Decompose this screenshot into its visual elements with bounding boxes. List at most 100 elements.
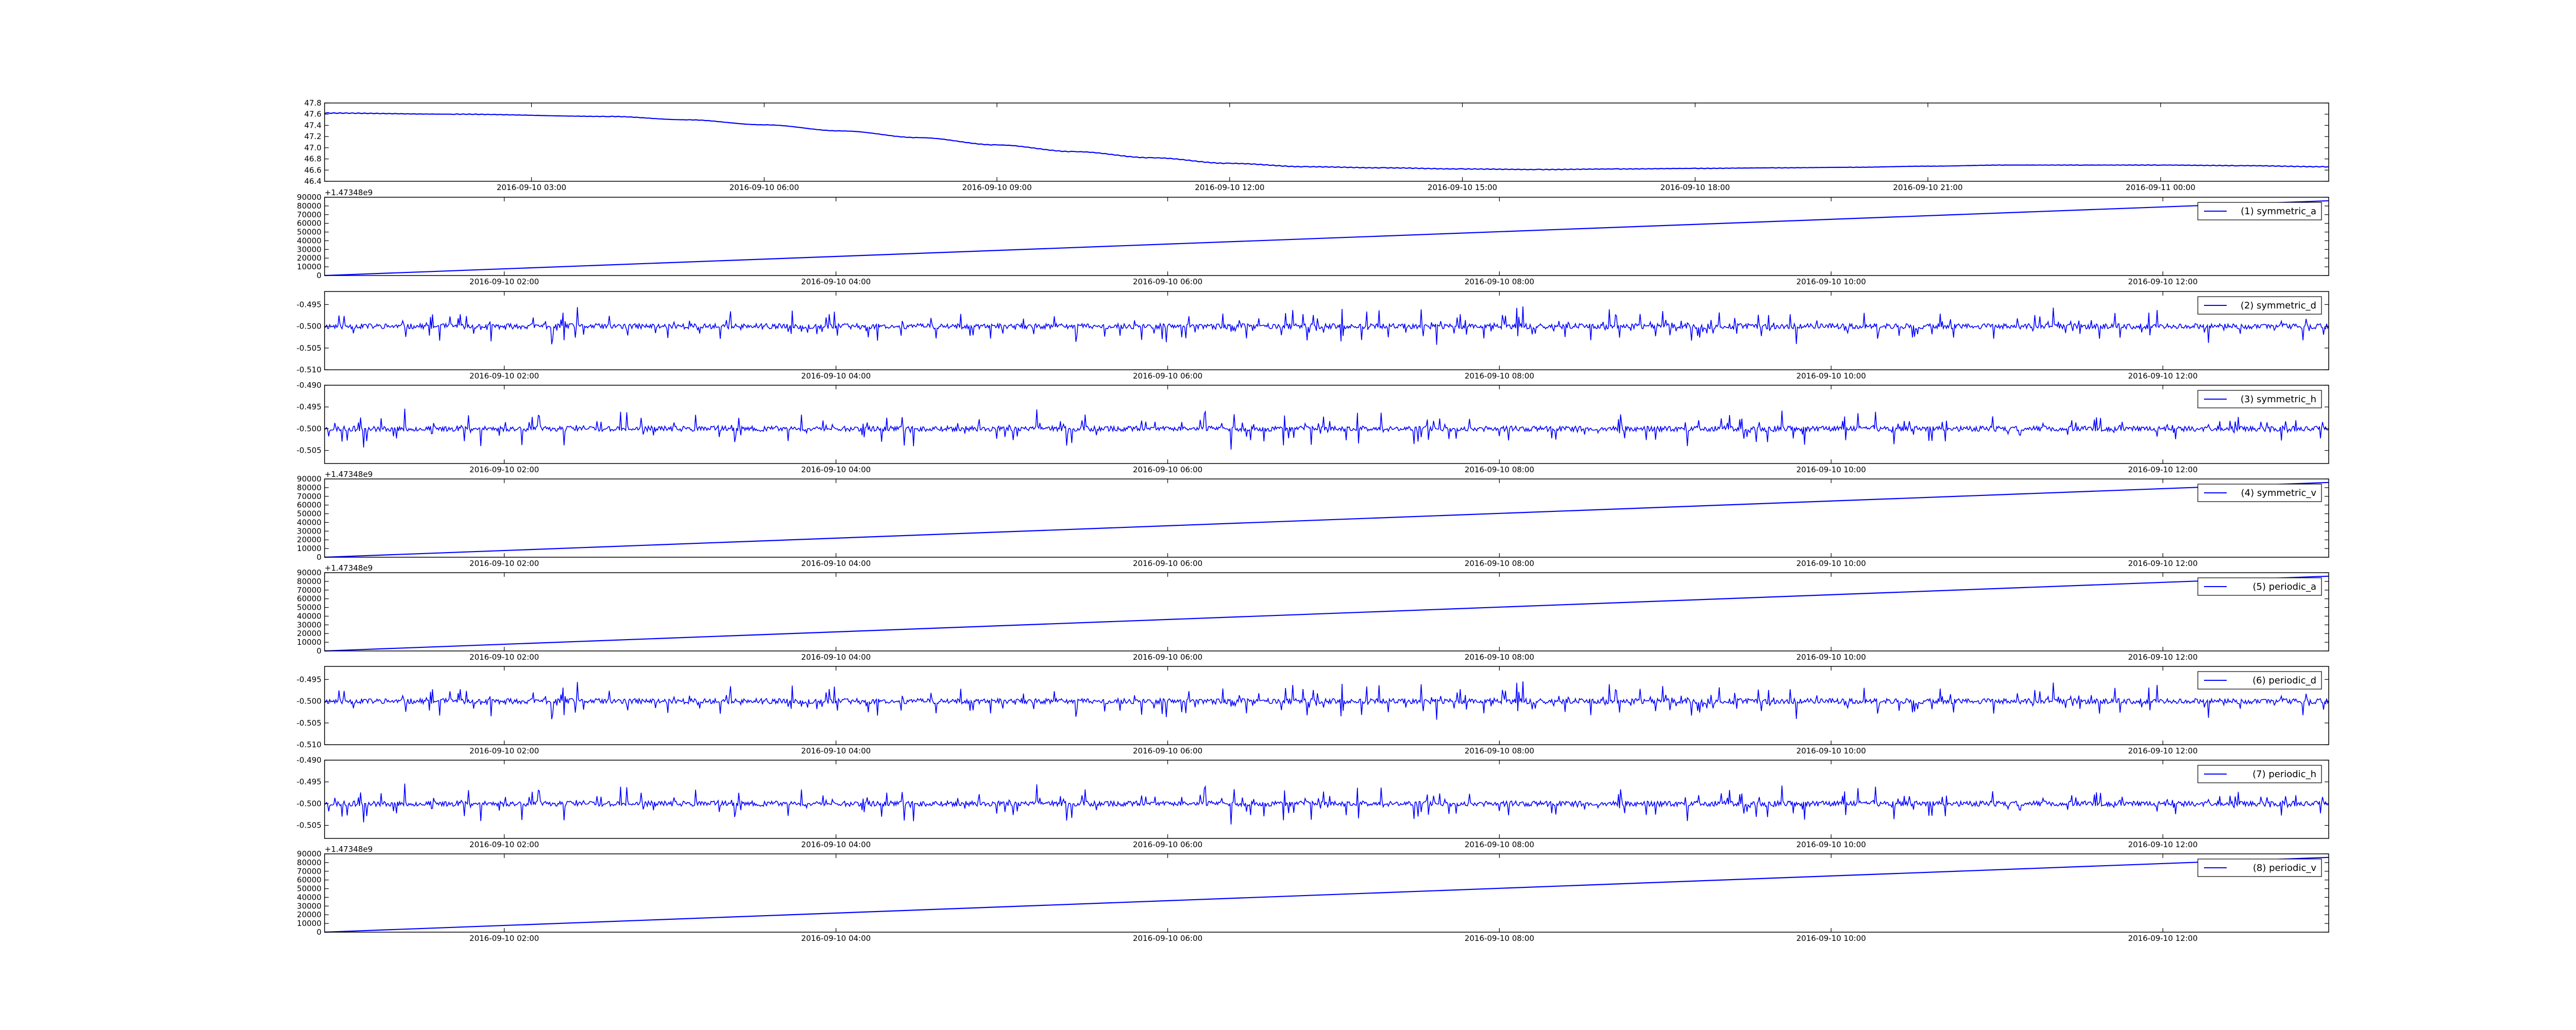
- ytick-label-6-7: 70000: [297, 586, 321, 595]
- ytick-label-8-1: -0.500: [297, 799, 321, 808]
- axes-frame-2: [324, 197, 2329, 276]
- axes-frame-7: [324, 666, 2329, 745]
- ytick-label-8-0: -0.505: [297, 821, 321, 830]
- ytick-label-2-7: 70000: [297, 210, 321, 219]
- xtick-label-1-5: 2016-09-10 18:00: [1660, 183, 1730, 192]
- panel-8: -0.505 -0.500 -0.495 -0.490 2016-09-10 02:00…: [297, 756, 2329, 849]
- ytick-label-2-2: 20000: [297, 253, 321, 263]
- legend-label-5: (4) symmetric_v: [2241, 488, 2317, 499]
- ytick-label-7-0: -0.510: [297, 740, 321, 749]
- ytick-label-7-3: -0.495: [297, 675, 321, 684]
- xtick-label-2-1: 2016-09-10 04:00: [801, 277, 871, 286]
- xtick-label-6-1: 2016-09-10 04:00: [801, 653, 871, 662]
- panel-1: 46.4 46.646.8 47.0 47.2 47.4 47.6 47.8 2016-09-…: [304, 98, 2329, 192]
- xtick-label-6-0: 2016-09-10 02:00: [469, 653, 539, 662]
- ytick-label-5-8: 80000: [297, 483, 321, 492]
- ytick-label-6-1: 10000: [297, 638, 321, 647]
- ytick-label-7-1: -0.505: [297, 718, 321, 728]
- panel-4: -0.505 -0.500 -0.495 -0.490 2016-09-10 02:00…: [297, 381, 2329, 474]
- ytick-label-2-8: 80000: [297, 201, 321, 211]
- xtick-label-8-4: 2016-09-10 10:00: [1797, 840, 1866, 849]
- ytick-label-4-3: -0.490: [297, 381, 321, 390]
- xtick-label-7-5: 2016-09-10 12:00: [2128, 746, 2197, 756]
- ytick-label-9-9: 90000: [297, 849, 321, 859]
- ytick-label-4-1: -0.500: [297, 424, 321, 433]
- ytick-label-5-1: 10000: [297, 544, 321, 553]
- legend-2: (1) symmetric_a: [2197, 202, 2322, 220]
- panel-9: 0100002000030000400005000060000700008000…: [297, 845, 2329, 943]
- panels: 46.4 46.646.8 47.0 47.2 47.4 47.6 47.8 2016-09-…: [297, 98, 2329, 943]
- ytick-label-5-5: 50000: [297, 509, 321, 519]
- series-line-3-1: [324, 306, 2329, 345]
- xtick-label-2-0: 2016-09-10 02:00: [469, 277, 539, 286]
- xtick-label-1-0: 2016-09-10 03:00: [497, 183, 566, 192]
- ytick-label-5-4: 40000: [297, 518, 321, 527]
- xtick-label-6-3: 2016-09-10 08:00: [1465, 653, 1534, 662]
- panel-7: -0.510 -0.505 -0.500 -0.495 2016-09-10 02:00…: [297, 666, 2329, 756]
- legend-9: (8) periodic_v: [2197, 859, 2322, 877]
- panel-6: 0100002000030000400005000060000700008000…: [297, 563, 2329, 662]
- legend-label-4: (3) symmetric_h: [2241, 394, 2316, 405]
- ytick-label-9-0: 0: [316, 928, 321, 937]
- axes-frame-6: [324, 572, 2329, 651]
- legend-label-2: (1) symmetric_a: [2241, 206, 2316, 217]
- ytick-label-9-2: 20000: [297, 910, 321, 919]
- axes-frame-9: [324, 853, 2329, 933]
- xtick-label-2-5: 2016-09-10 12:00: [2128, 277, 2197, 286]
- xtick-label-6-4: 2016-09-10 10:00: [1797, 653, 1866, 662]
- ytick-label-5-9: 90000: [297, 474, 321, 484]
- xtick-label-4-5: 2016-09-10 12:00: [2128, 465, 2197, 474]
- xtick-label-6-2: 2016-09-10 06:00: [1133, 653, 1202, 662]
- panel-5: 0100002000030000400005000060000700008000…: [297, 470, 2329, 568]
- legend-8: (7) periodic_h: [2197, 765, 2322, 783]
- ytick-label-9-7: 70000: [297, 867, 321, 876]
- xtick-label-1-4: 2016-09-10 15:00: [1428, 183, 1497, 192]
- xtick-label-5-5: 2016-09-10 12:00: [2128, 559, 2197, 568]
- legend-4: (3) symmetric_h: [2197, 390, 2322, 408]
- ytick-label-3-0: -0.510: [297, 365, 321, 374]
- xtick-label-7-2: 2016-09-10 06:00: [1133, 746, 1202, 756]
- ytick-label-1-6: 47.6: [304, 110, 321, 119]
- xtick-label-8-2: 2016-09-10 06:00: [1133, 840, 1202, 849]
- offset-text-9: +1.47348e9: [325, 845, 372, 854]
- xtick-label-1-3: 2016-09-10 12:00: [1195, 183, 1264, 192]
- series-line-6-1: [324, 575, 2329, 652]
- xtick-label-9-4: 2016-09-10 10:00: [1797, 934, 1866, 943]
- ytick-label-2-1: 10000: [297, 262, 321, 271]
- xtick-label-9-2: 2016-09-10 06:00: [1133, 934, 1202, 943]
- xtick-label-4-0: 2016-09-10 02:00: [469, 465, 539, 474]
- ytick-label-2-3: 30000: [297, 245, 321, 254]
- ytick-label-5-2: 20000: [297, 535, 321, 544]
- xtick-label-8-5: 2016-09-10 12:00: [2128, 840, 2197, 849]
- ytick-label-3-1: -0.505: [297, 344, 321, 353]
- xtick-label-7-4: 2016-09-10 10:00: [1797, 746, 1866, 756]
- series-line-9-1: [324, 856, 2329, 933]
- ytick-label-2-5: 50000: [297, 228, 321, 237]
- xtick-label-3-5: 2016-09-10 12:00: [2128, 371, 2197, 381]
- legend-6: (5) periodic_a: [2197, 577, 2322, 596]
- xtick-label-4-3: 2016-09-10 08:00: [1465, 465, 1534, 474]
- ytick-label-9-1: 10000: [297, 919, 321, 928]
- ytick-label-6-8: 80000: [297, 577, 321, 586]
- xtick-label-3-3: 2016-09-10 08:00: [1465, 371, 1534, 381]
- ytick-label-6-4: 40000: [297, 611, 321, 621]
- legend-3: (2) symmetric_d: [2197, 296, 2322, 315]
- series-line-4-1: [324, 408, 2329, 450]
- ytick-label-3-2: -0.500: [297, 322, 321, 331]
- ytick-label-8-2: -0.495: [297, 777, 321, 786]
- ytick-label-1-4: 47.2: [304, 132, 321, 141]
- legend-7: (6) periodic_d: [2197, 671, 2322, 690]
- xtick-label-5-4: 2016-09-10 10:00: [1797, 559, 1866, 568]
- ytick-label-1-7: 47.8: [304, 98, 321, 108]
- legend-label-6: (5) periodic_a: [2253, 581, 2317, 592]
- axes-frame-1: [324, 102, 2329, 182]
- xtick-label-5-1: 2016-09-10 04:00: [801, 559, 871, 568]
- axes-frame-8: [324, 760, 2329, 839]
- axes-frame-4: [324, 385, 2329, 464]
- ytick-label-7-2: -0.500: [297, 697, 321, 706]
- ytick-label-5-0: 0: [316, 553, 321, 562]
- ytick-label-5-3: 30000: [297, 526, 321, 536]
- legend-label-7: (6) periodic_d: [2252, 675, 2316, 686]
